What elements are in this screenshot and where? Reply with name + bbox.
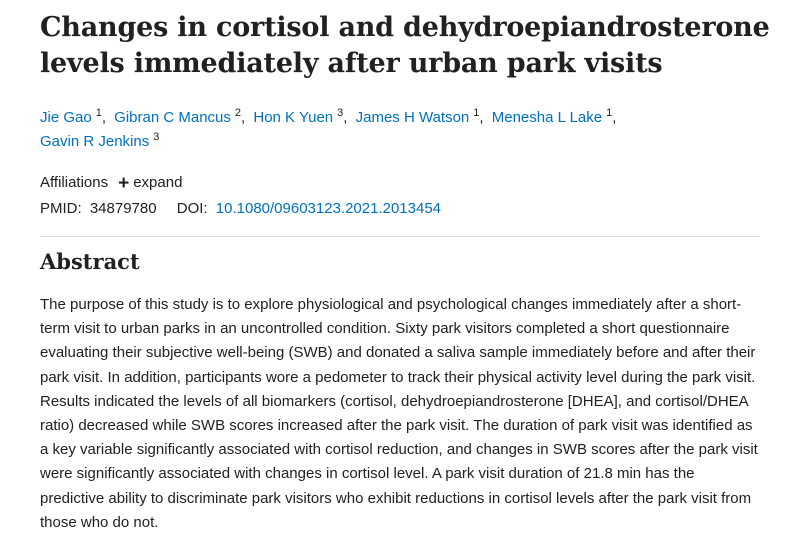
pmid-value: 34879780 — [89, 200, 157, 217]
author-link[interactable]: Gavin R Jenkins — [40, 133, 150, 150]
abstract-heading: Abstract — [40, 249, 140, 274]
author-item: Jie Gao 1 — [40, 107, 102, 127]
author-link[interactable]: Jie Gao — [40, 109, 92, 126]
pmid-label: PMID: — [40, 200, 82, 217]
section-divider — [40, 236, 760, 237]
author-item: Gavin R Jenkins 3 — [40, 131, 160, 151]
author-separator: , — [479, 109, 484, 126]
affiliation-number[interactable]: 1 — [606, 107, 613, 119]
affiliations-row: Affiliations + expand — [40, 172, 780, 194]
affiliation-number[interactable]: 2 — [234, 107, 242, 119]
author-item: Menesha L Lake 1 — [491, 107, 613, 127]
author-list: Jie Gao 1, Gibran C Mancus 2, Hon K Yuen 3,… — [40, 106, 780, 154]
doi-label: DOI: — [176, 200, 208, 217]
abstract-text: The purpose of this study is to explore … — [40, 296, 758, 531]
affiliation-number[interactable]: 1 — [95, 107, 102, 119]
affiliation-number[interactable]: 1 — [473, 107, 480, 119]
affiliation-number[interactable]: 3 — [337, 107, 344, 119]
author-link[interactable]: Menesha L Lake — [491, 109, 603, 126]
author-link[interactable]: Gibran C Mancus — [114, 109, 231, 126]
article-page: Changes in cortisol and dehydroepiandros… — [40, 0, 780, 535]
author-separator: , — [343, 109, 348, 126]
plus-icon: + — [118, 172, 130, 194]
author-separator: , — [612, 109, 617, 126]
identifiers-row: PMID: 34879780 DOI: 10.1080/09603123.202… — [40, 198, 780, 220]
author-item: Gibran C Mancus 2 — [114, 107, 242, 127]
author-item: Hon K Yuen 3 — [253, 107, 344, 127]
author-separator: , — [241, 109, 246, 126]
author-link[interactable]: Hon K Yuen — [253, 109, 334, 126]
doi-link[interactable]: 10.1080/09603123.2021.2013454 — [215, 200, 442, 217]
author-item: James H Watson 1 — [355, 107, 480, 127]
affiliation-number[interactable]: 3 — [153, 131, 160, 143]
affiliations-label: Affiliations — [40, 174, 109, 191]
affiliations-expand-button[interactable]: + expand — [118, 172, 182, 194]
author-separator: , — [101, 109, 106, 126]
article-title: Changes in cortisol and dehydroepiandros… — [40, 12, 770, 79]
expand-label: expand — [133, 174, 183, 191]
author-link[interactable]: James H Watson — [355, 109, 470, 126]
